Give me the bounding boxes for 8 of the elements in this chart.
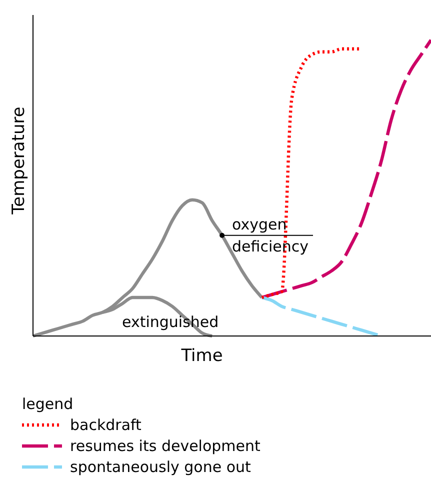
legend-label: backdraft: [70, 416, 142, 434]
y-axis-title: Temperature: [9, 106, 29, 216]
annotation: oxygen deficiency: [232, 215, 309, 256]
legend-title: legend: [22, 395, 74, 413]
legend-label: spontaneously gone out: [70, 458, 252, 476]
legend-label: resumes its development: [70, 437, 261, 455]
annotation: extinguished: [122, 313, 219, 331]
x-axis-title: Time: [180, 346, 223, 366]
